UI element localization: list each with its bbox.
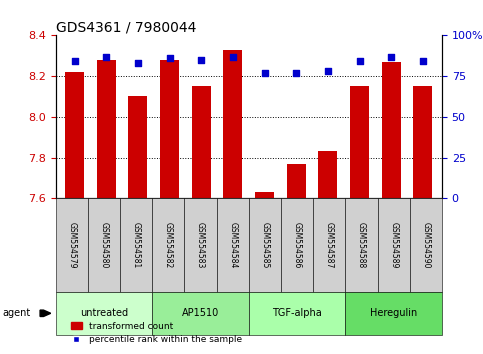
Bar — [128, 97, 147, 198]
Text: GSM554581: GSM554581 — [131, 222, 141, 268]
Bar — [192, 86, 211, 198]
Text: GSM554590: GSM554590 — [421, 222, 430, 268]
Bar — [65, 72, 84, 198]
Point — [292, 70, 300, 76]
Text: untreated: untreated — [80, 308, 128, 318]
Text: GSM554580: GSM554580 — [99, 222, 108, 268]
Bar — [413, 86, 432, 198]
Text: Heregulin: Heregulin — [370, 308, 417, 318]
Bar — [350, 86, 369, 198]
Legend: transformed count, percentile rank within the sample: transformed count, percentile rank withi… — [67, 318, 246, 348]
Text: GSM554583: GSM554583 — [196, 222, 205, 268]
Text: agent: agent — [2, 308, 30, 318]
Point — [166, 55, 173, 61]
Point — [229, 54, 237, 59]
Point — [419, 59, 427, 64]
Bar — [160, 60, 179, 198]
Text: GDS4361 / 7980044: GDS4361 / 7980044 — [56, 20, 196, 34]
Point — [387, 54, 395, 59]
Text: GSM554585: GSM554585 — [260, 222, 270, 268]
Point — [261, 70, 269, 76]
Point — [198, 57, 205, 63]
Text: GSM554586: GSM554586 — [293, 222, 301, 268]
Bar — [255, 192, 274, 198]
Text: GSM554582: GSM554582 — [164, 222, 173, 268]
Bar — [224, 50, 242, 198]
Text: AP1510: AP1510 — [182, 308, 219, 318]
Point — [356, 59, 364, 64]
Point — [324, 68, 332, 74]
Text: GSM554589: GSM554589 — [389, 222, 398, 268]
Point — [134, 60, 142, 66]
Text: GSM554579: GSM554579 — [67, 222, 76, 268]
Bar — [97, 60, 116, 198]
Text: TGF-alpha: TGF-alpha — [272, 308, 322, 318]
Point — [102, 54, 110, 59]
Bar — [318, 152, 338, 198]
Text: GSM554587: GSM554587 — [325, 222, 334, 268]
Bar — [382, 62, 401, 198]
Text: GSM554588: GSM554588 — [357, 222, 366, 268]
Bar — [287, 164, 306, 198]
Text: GSM554584: GSM554584 — [228, 222, 237, 268]
Point — [71, 59, 78, 64]
